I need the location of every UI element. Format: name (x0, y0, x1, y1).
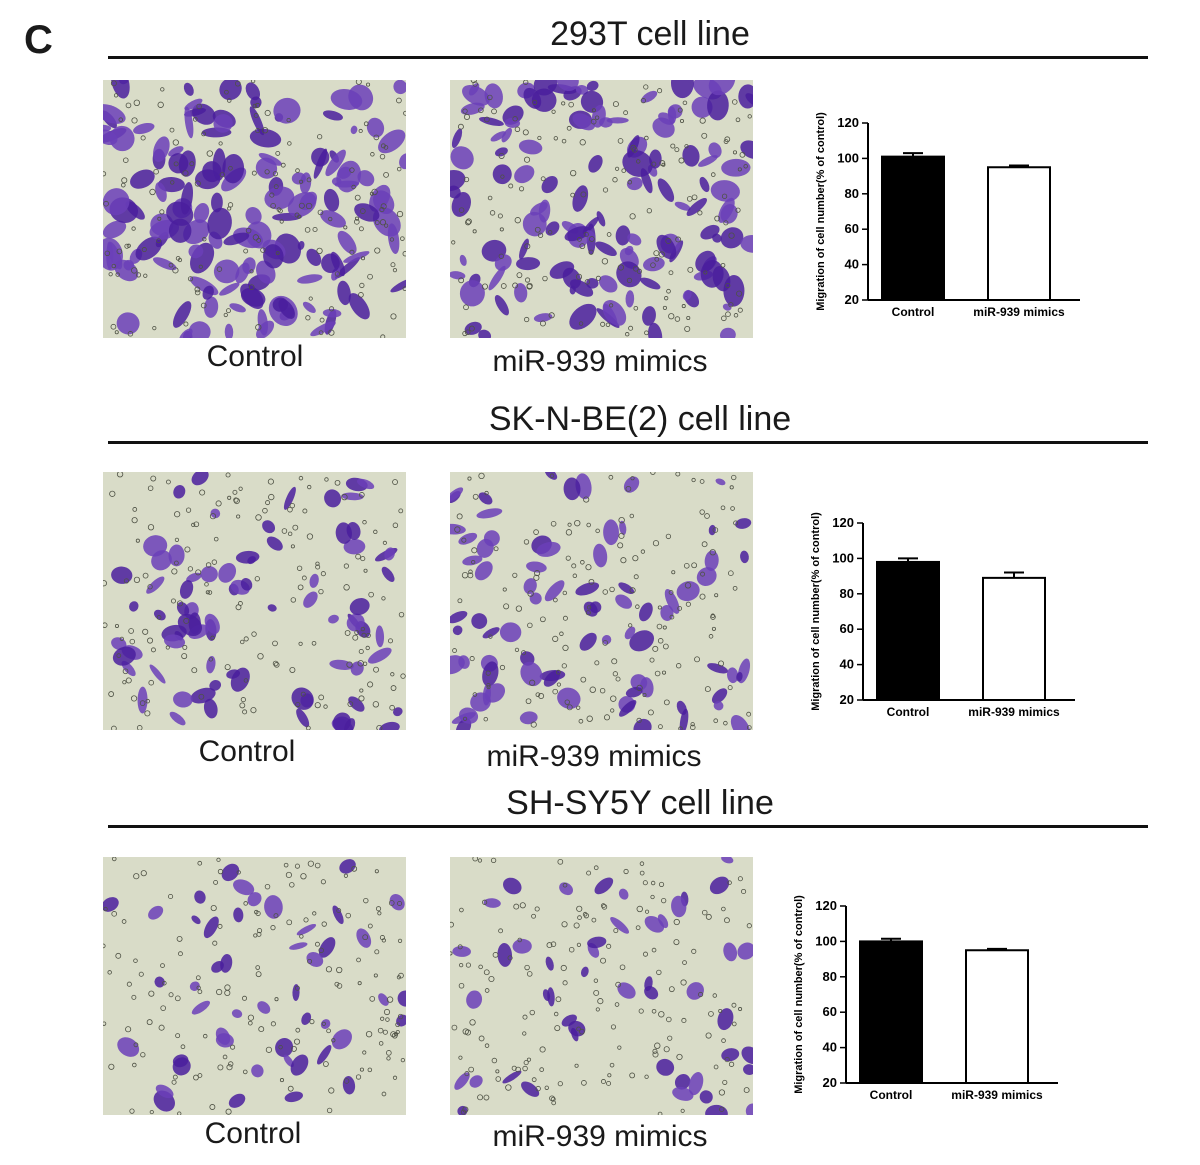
panel-label: C (24, 18, 53, 62)
micrograph-control-293t (103, 80, 406, 338)
y-tick-label: 40 (823, 1040, 837, 1055)
micrograph-control-skn-be2 (103, 472, 406, 730)
section-title-skn-be2: SK-N-BE(2) cell line (488, 400, 792, 438)
x-tick-label: Control (892, 305, 935, 319)
x-tick-label: Control (870, 1088, 913, 1102)
bar-mimics (965, 949, 1029, 1084)
y-axis-label: Migration of cell number(% of control) (815, 112, 827, 311)
x-tick-label: Control (887, 705, 930, 719)
micrograph-control-sh-sy5y (103, 857, 406, 1115)
y-tick-label: 20 (840, 692, 854, 707)
chart-svg: Migration of cell number(% of control) 20… (815, 112, 1080, 319)
y-tick-label: 120 (815, 898, 837, 913)
y-tick-label: 80 (845, 186, 859, 201)
micrograph-mimics-sh-sy5y (450, 857, 753, 1115)
y-tick-label: 80 (823, 969, 837, 984)
y-tick-label: 80 (840, 586, 854, 601)
x-tick-label: miR-939 mimics (951, 1088, 1043, 1102)
section-divider (108, 825, 1148, 828)
x-tick-label: miR-939 mimics (973, 305, 1065, 319)
bar-chart-293t: Migration of cell number(% of control) 20… (810, 95, 1110, 335)
y-tick-label: 120 (832, 515, 854, 530)
section-title-sh-sy5y: SH-SY5Y cell line (506, 784, 774, 822)
y-tick-label: 100 (837, 150, 859, 165)
chart-svg: Migration of cell number(% of control) 20… (810, 512, 1075, 719)
x-tick-label: miR-939 mimics (968, 705, 1060, 719)
bar-chart-skn-be2: Migration of cell number(% of control) 20… (805, 495, 1105, 735)
y-tick-label: 60 (823, 1004, 837, 1019)
section-title-293t: 293T cell line (550, 15, 750, 53)
y-tick-label: 100 (815, 933, 837, 948)
y-tick-label: 20 (823, 1075, 837, 1090)
image-label-control: Control (204, 1117, 302, 1150)
y-tick-label: 40 (845, 257, 859, 272)
y-axis-label: Migration of cell number(% of control) (810, 512, 822, 711)
bar-chart-sh-sy5y: Migration of cell number(% of control) 20… (788, 878, 1088, 1118)
chart-svg: Migration of cell number(% of control) 20… (793, 895, 1058, 1102)
bar-control (859, 940, 923, 1085)
y-tick-label: 120 (837, 115, 859, 130)
y-axis-label: Migration of cell number(% of control) (793, 895, 805, 1094)
image-label-control: Control (198, 735, 296, 768)
bar-control (876, 560, 940, 701)
image-label-mimics: miR-939 mimics (492, 345, 708, 378)
image-label-mimics: miR-939 mimics (492, 1120, 708, 1153)
section-divider (108, 56, 1148, 59)
bar-control (881, 155, 945, 301)
bar-mimics (982, 576, 1046, 701)
bar-mimics (987, 166, 1051, 301)
section-divider (108, 441, 1148, 444)
image-label-control: Control (206, 340, 304, 373)
image-label-mimics: miR-939 mimics (486, 740, 702, 773)
micrograph-mimics-293t (450, 80, 753, 338)
y-tick-label: 100 (832, 550, 854, 565)
y-tick-label: 60 (840, 621, 854, 636)
y-tick-label: 20 (845, 292, 859, 307)
y-tick-label: 40 (840, 657, 854, 672)
y-tick-label: 60 (845, 221, 859, 236)
micrograph-mimics-skn-be2 (450, 472, 753, 730)
